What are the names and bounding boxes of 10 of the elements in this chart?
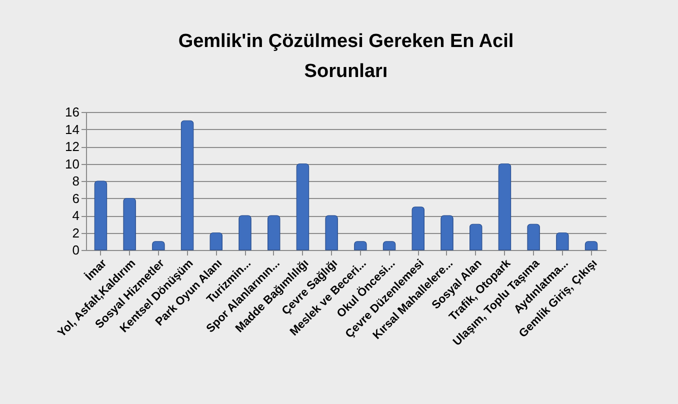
y-tick-label: 6 bbox=[72, 190, 80, 206]
y-tick-label: 4 bbox=[72, 208, 80, 223]
chart-title: Gemlik'in Çözülmesi Gereken En Acil Sorunları bbox=[178, 31, 514, 82]
y-tick-label: 12 bbox=[65, 139, 80, 154]
y-tick-label: 16 bbox=[65, 104, 80, 120]
y-tick-label: 2 bbox=[72, 225, 80, 240]
y-tick-label: 14 bbox=[65, 122, 80, 137]
y-tick-label: 0 bbox=[72, 242, 80, 258]
y-tick-label: 8 bbox=[72, 174, 80, 188]
y-tick-label: 10 bbox=[65, 156, 80, 172]
